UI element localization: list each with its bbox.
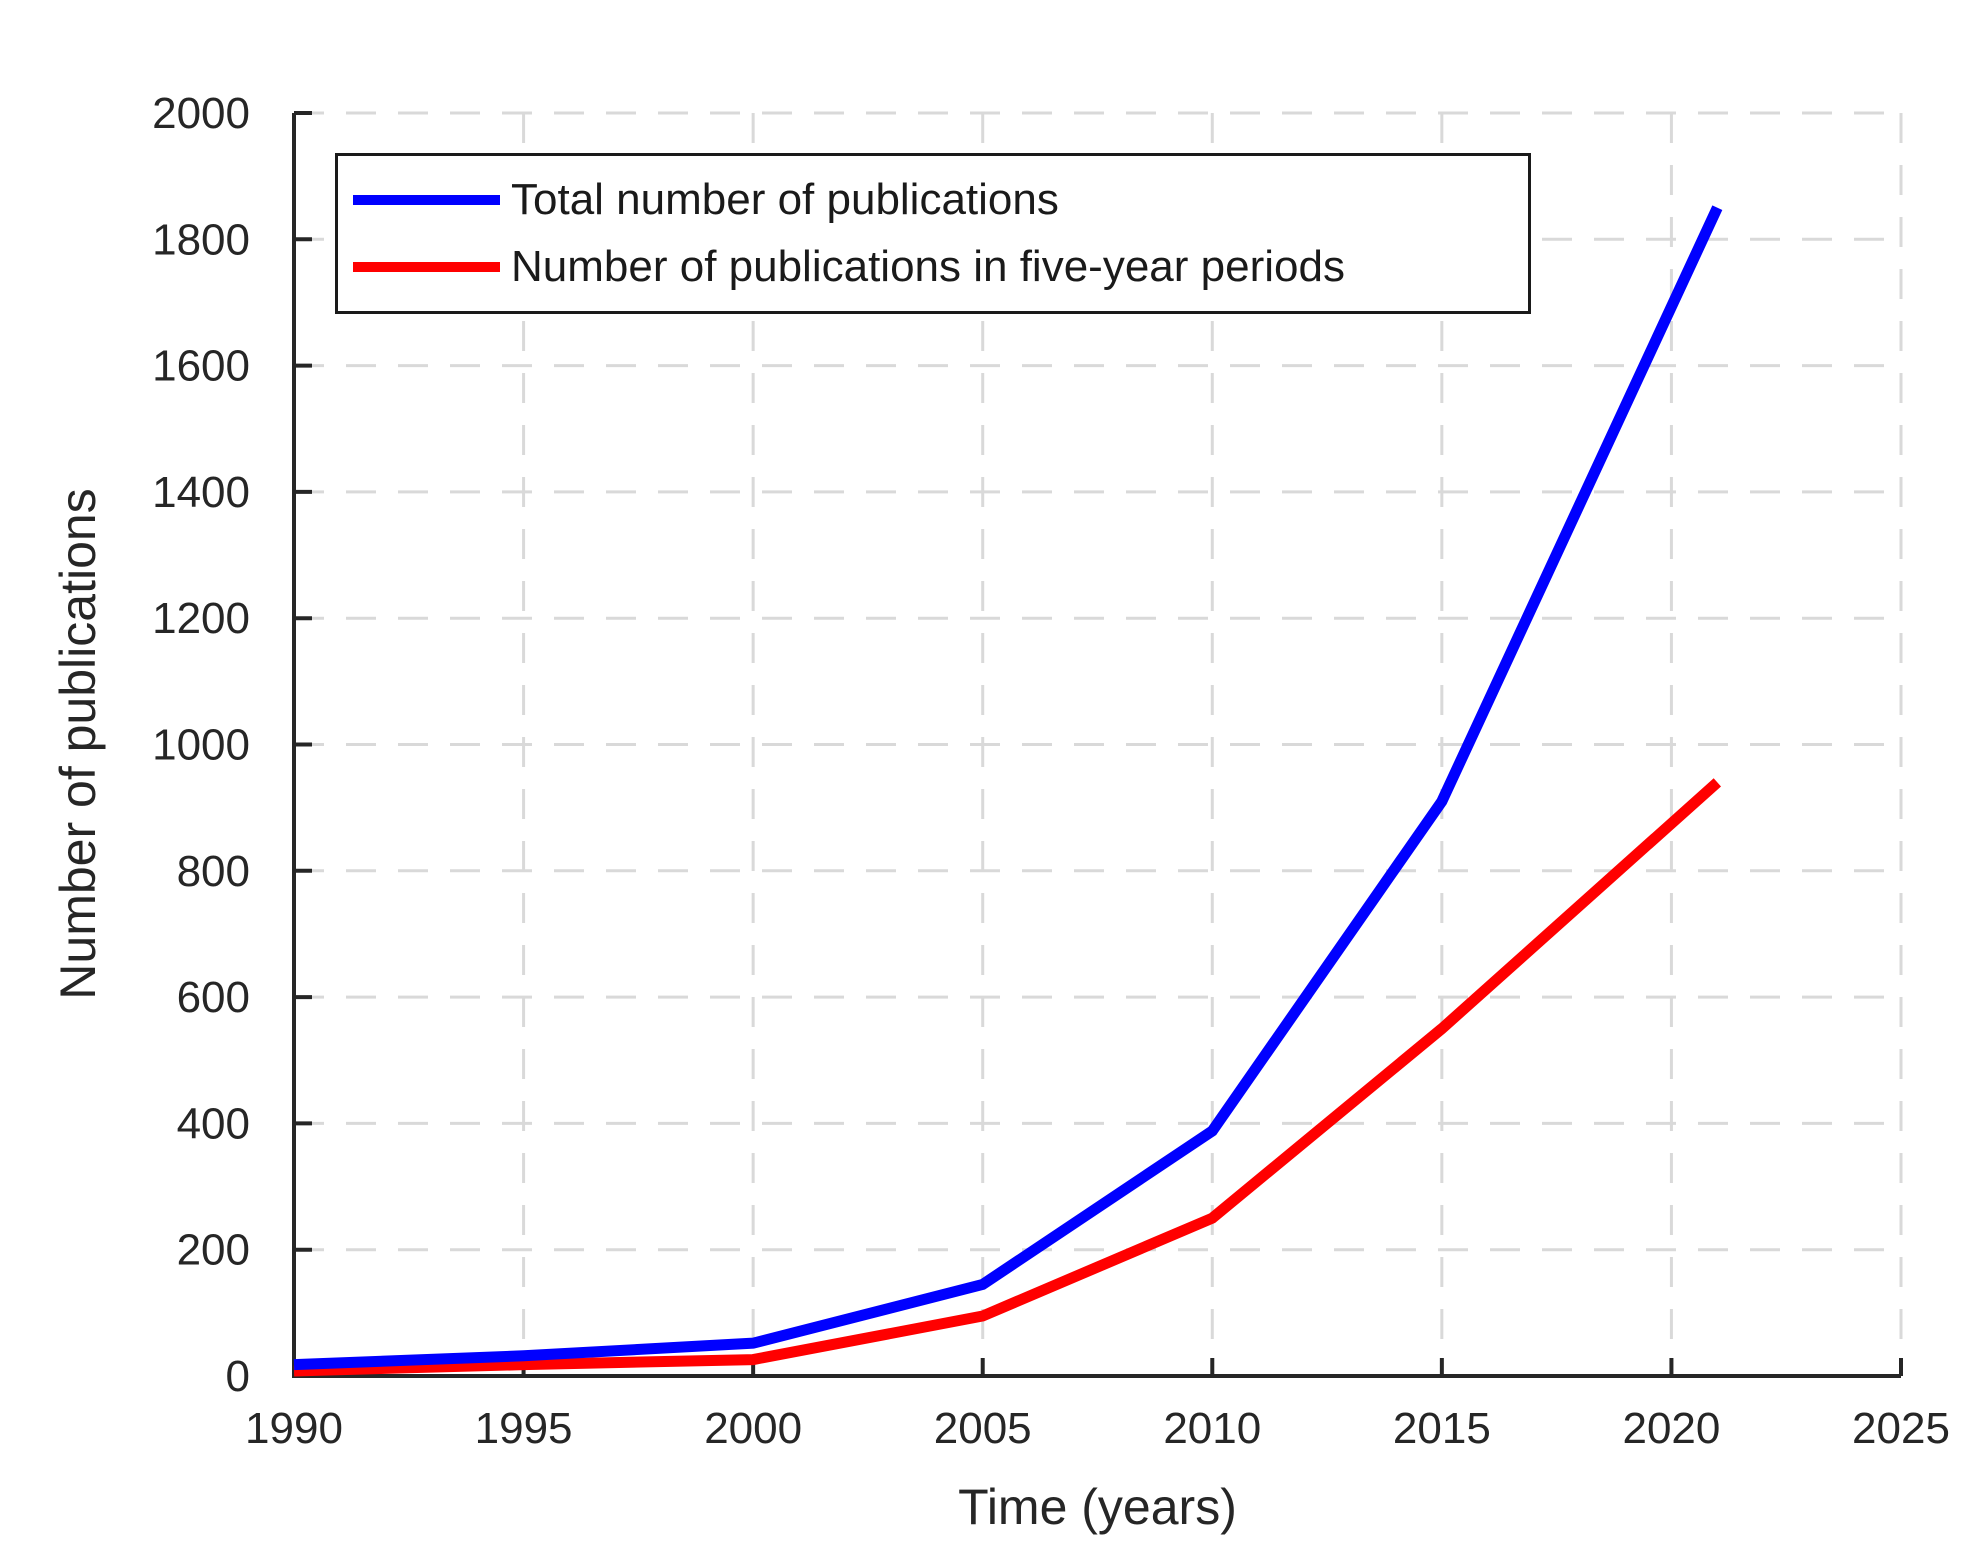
x-tick-label: 2005 xyxy=(934,1404,1032,1453)
y-tick-label: 1200 xyxy=(152,594,250,643)
legend-label-five-year: Number of publications in five-year peri… xyxy=(511,241,1345,291)
legend-line-swatch-blue xyxy=(353,195,500,206)
y-tick-label: 1400 xyxy=(152,468,250,517)
x-tick-label: 1990 xyxy=(245,1404,343,1453)
legend-label-total: Total number of publications xyxy=(511,175,1059,225)
x-tick-label: 2020 xyxy=(1622,1404,1720,1453)
x-tick-label: 1995 xyxy=(475,1404,573,1453)
legend-item-total: Total number of publications xyxy=(338,178,1528,222)
x-tick-label: 2000 xyxy=(704,1404,802,1453)
y-tick-label: 200 xyxy=(177,1226,250,1275)
y-tick-label: 1800 xyxy=(152,215,250,264)
series-line-total-publications xyxy=(293,205,1723,1371)
y-tick-label: 1000 xyxy=(152,721,250,770)
y-tick-label: 600 xyxy=(177,973,250,1022)
x-axis-title: Time (years) xyxy=(958,1479,1237,1535)
y-tick-label: 0 xyxy=(226,1352,250,1401)
legend: Total number of publications Number of p… xyxy=(335,153,1531,314)
legend-line-swatch-red xyxy=(353,261,500,272)
series-line-five-year-publications xyxy=(293,778,1722,1377)
y-tick-label: 2000 xyxy=(152,89,250,138)
y-axis-title: Number of publications xyxy=(50,488,106,1000)
legend-item-five-year: Number of publications in five-year peri… xyxy=(338,241,1528,291)
x-tick-label: 2010 xyxy=(1163,1404,1261,1453)
x-tick-label: 2015 xyxy=(1393,1404,1491,1453)
y-tick-label: 1600 xyxy=(152,342,250,391)
y-tick-label: 400 xyxy=(177,1099,250,1148)
x-tick-label: 2025 xyxy=(1852,1404,1950,1453)
y-tick-label: 800 xyxy=(177,847,250,896)
